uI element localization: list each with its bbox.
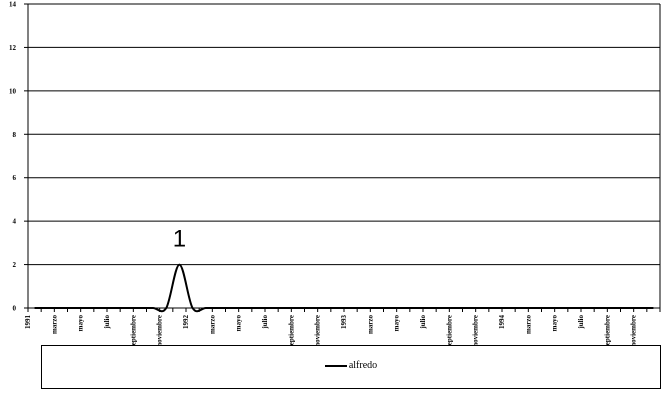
x-tick-label: mayo bbox=[393, 315, 401, 332]
legend-swatch bbox=[324, 364, 347, 367]
y-tick-label: 8 bbox=[13, 131, 17, 139]
y-tick-label: 14 bbox=[9, 1, 17, 9]
y-tick-label: 10 bbox=[9, 87, 17, 95]
y-tick-label: 0 bbox=[13, 305, 17, 313]
y-tick-label: 2 bbox=[13, 261, 17, 269]
x-tick-label: noviembre bbox=[314, 315, 322, 347]
y-tick-label: 12 bbox=[9, 44, 17, 52]
series-lines bbox=[34, 263, 654, 313]
x-tick-label: marzo bbox=[50, 315, 58, 335]
legend: alfredo bbox=[41, 345, 661, 389]
x-tick-label: noviembre bbox=[156, 315, 164, 347]
x-tick-label: julio bbox=[577, 315, 585, 330]
x-tick-label: julio bbox=[419, 315, 427, 330]
x-tick-label: septiembre bbox=[129, 315, 137, 348]
x-tick-label: julio bbox=[103, 315, 111, 330]
x-tick-label: marzo bbox=[524, 315, 532, 335]
x-tick-label: marzo bbox=[366, 315, 374, 335]
gridlines bbox=[28, 3, 660, 266]
axes bbox=[24, 3, 661, 312]
y-tick-label: 6 bbox=[13, 174, 17, 182]
x-tick-label: noviembre bbox=[630, 315, 638, 347]
y-tick-label: 4 bbox=[13, 218, 17, 226]
x-tick-label: marzo bbox=[208, 315, 216, 335]
data-label: 1 bbox=[173, 226, 186, 253]
x-tick-label: julio bbox=[261, 315, 269, 330]
x-tick-label: septiembre bbox=[445, 315, 453, 348]
x-tick-labels: 1991 marzo mayo julio septiembre noviembre 199… bbox=[24, 315, 638, 348]
x-tick-label: 1992 bbox=[182, 315, 190, 330]
legend-entry: alfredo bbox=[42, 360, 660, 371]
x-tick-label: 1994 bbox=[498, 315, 506, 330]
x-tick-label: 1993 bbox=[340, 315, 348, 330]
y-tick-labels: 0 2 4 6 8 10 12 14 bbox=[9, 1, 17, 313]
x-tick-label: noviembre bbox=[472, 315, 480, 347]
x-tick-label: septiembre bbox=[287, 315, 295, 348]
data-labels: 1 bbox=[173, 226, 186, 253]
x-tick-label: mayo bbox=[235, 315, 243, 332]
legend-label: alfredo bbox=[348, 360, 378, 371]
series-line-alfredo bbox=[34, 263, 654, 313]
x-tick-label: septiembre bbox=[603, 315, 611, 348]
x-tick-label: mayo bbox=[551, 315, 559, 332]
x-tick-label: mayo bbox=[77, 315, 85, 332]
x-tick-label: 1991 bbox=[24, 315, 32, 330]
